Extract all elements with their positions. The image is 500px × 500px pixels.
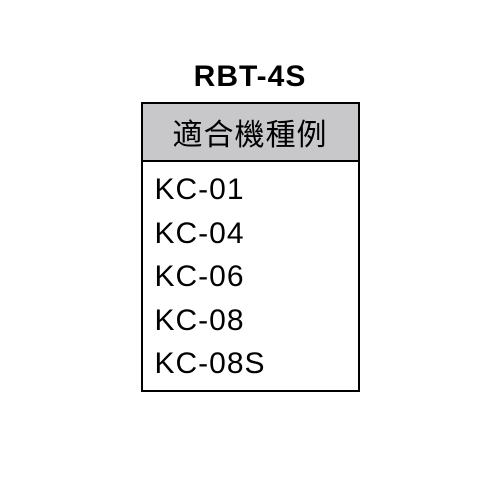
table-header: 適合機種例 [143, 104, 358, 162]
table-row: KC-08 [155, 299, 346, 343]
table-row: KC-08S [155, 342, 346, 386]
table-row: KC-06 [155, 255, 346, 299]
table-row: KC-04 [155, 212, 346, 256]
product-code-title: RBT-4S [194, 60, 307, 94]
table-row: KC-01 [155, 168, 346, 212]
compatibility-table: 適合機種例 KC-01 KC-04 KC-06 KC-08 KC-08S [141, 102, 360, 392]
table-body: KC-01 KC-04 KC-06 KC-08 KC-08S [143, 162, 358, 390]
